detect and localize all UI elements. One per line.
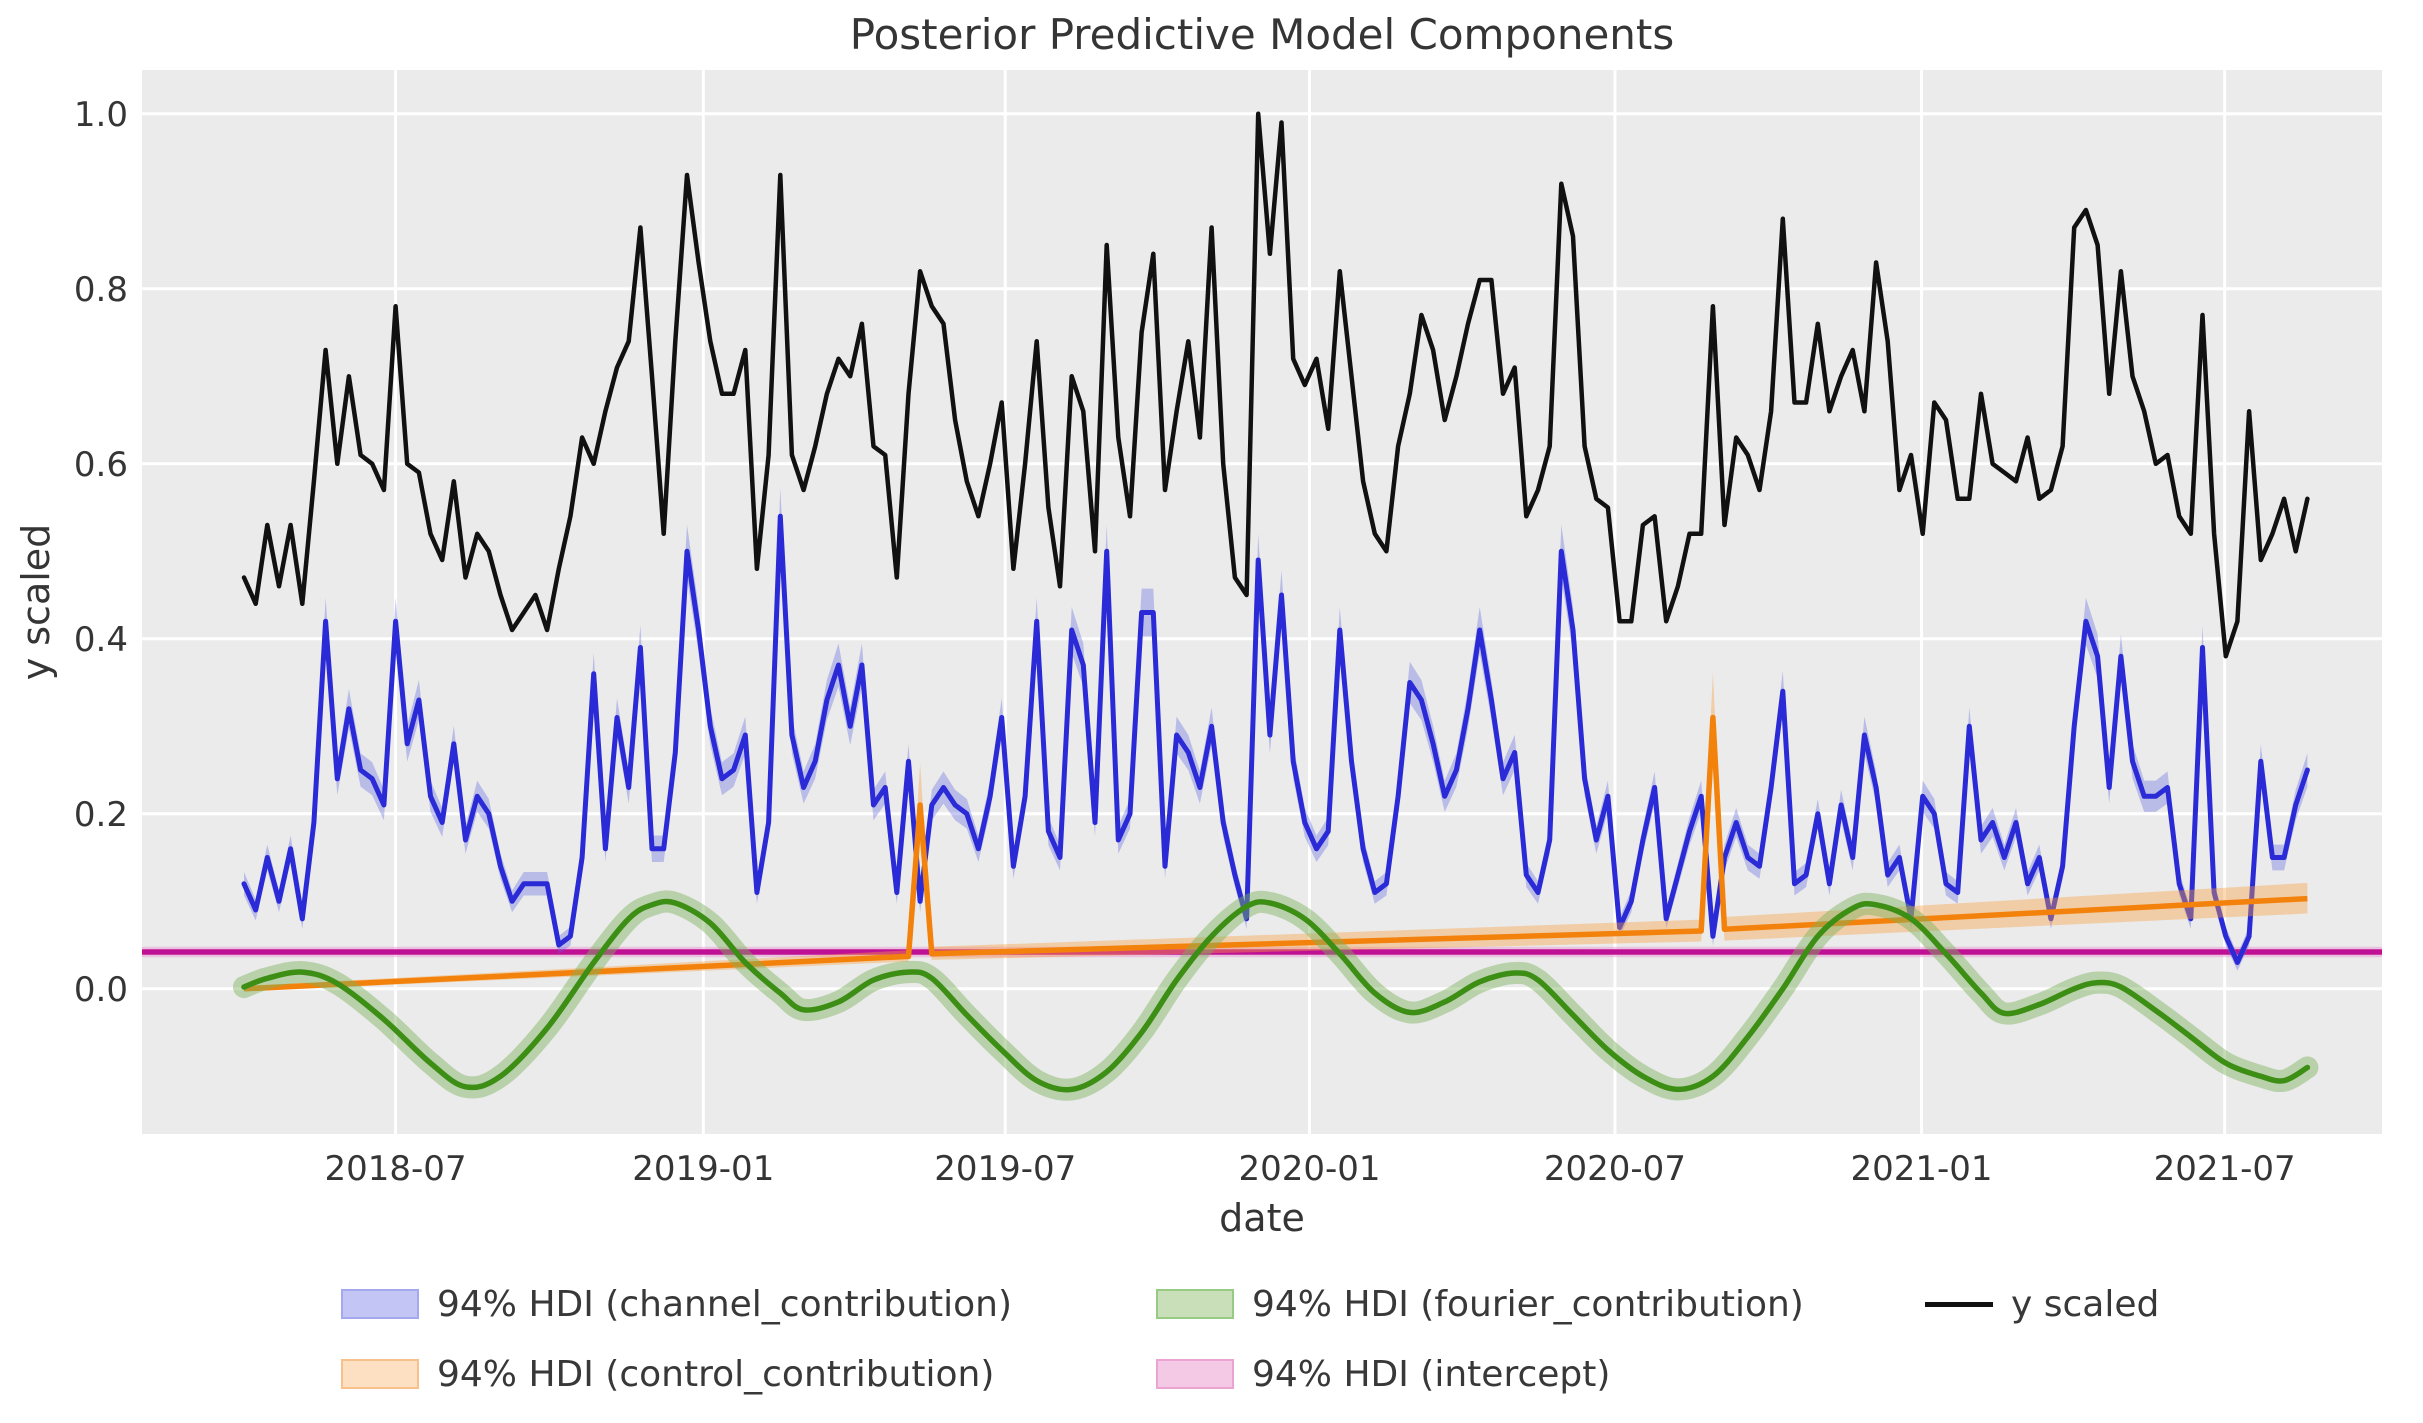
- legend-line-swatch-y-scaled: [1925, 1301, 1993, 1307]
- x-tick-label: 2019-07: [934, 1149, 1076, 1189]
- legend-item-control-contribution: 94% HDI (control_contribution): [341, 1354, 994, 1395]
- legend-swatch-control: [341, 1359, 419, 1389]
- control-contribution-line: [243, 714, 2308, 992]
- legend-label-fourier: 94% HDI (fourier_contribution): [1252, 1283, 1804, 1325]
- legend-label-channel: 94% HDI (channel_contribution): [437, 1283, 1013, 1325]
- legend-item-channel-contribution: 94% HDI (channel_contribution): [341, 1284, 1012, 1325]
- fourier-contribution-line: [241, 898, 2311, 1093]
- y-tick-label: 0.0: [74, 970, 128, 1010]
- y-scaled-line: [241, 111, 2310, 659]
- legend-swatch-intercept: [1156, 1359, 1234, 1389]
- channel-contribution-line: [241, 513, 2310, 965]
- x-tick-label: 2018-07: [325, 1149, 467, 1189]
- legend-label-control: 94% HDI (control_contribution): [437, 1353, 995, 1395]
- x-tick-label: 2019-01: [632, 1149, 774, 1189]
- y-tick-label: 1.0: [74, 95, 128, 135]
- x-tick-label: 2020-01: [1238, 1149, 1380, 1189]
- y-tick-label: 0.6: [74, 445, 128, 485]
- y-tick-label: 0.8: [74, 270, 128, 310]
- chart-title: Posterior Predictive Model Components: [849, 10, 1675, 59]
- legend-swatch-fourier: [1156, 1289, 1234, 1319]
- legend-item-y-scaled: y scaled: [1925, 1284, 2159, 1325]
- legend-item-fourier-contribution: 94% HDI (fourier_contribution): [1156, 1284, 1804, 1325]
- x-tick-label: 2020-07: [1544, 1149, 1686, 1189]
- legend-item-intercept: 94% HDI (intercept): [1156, 1354, 1610, 1395]
- legend-label-y-scaled: y scaled: [2011, 1283, 2160, 1325]
- legend-swatch-channel: [341, 1289, 419, 1319]
- y-tick-label: 0.4: [74, 620, 128, 660]
- x-tick-label: 2021-07: [2154, 1149, 2296, 1189]
- y-axis-label: y scaled: [14, 523, 58, 681]
- x-axis-label: date: [1219, 1196, 1305, 1240]
- x-tick-label: 2021-01: [1850, 1149, 1992, 1189]
- y-tick-label: 0.2: [74, 795, 128, 835]
- legend-label-intercept: 94% HDI (intercept): [1252, 1353, 1611, 1395]
